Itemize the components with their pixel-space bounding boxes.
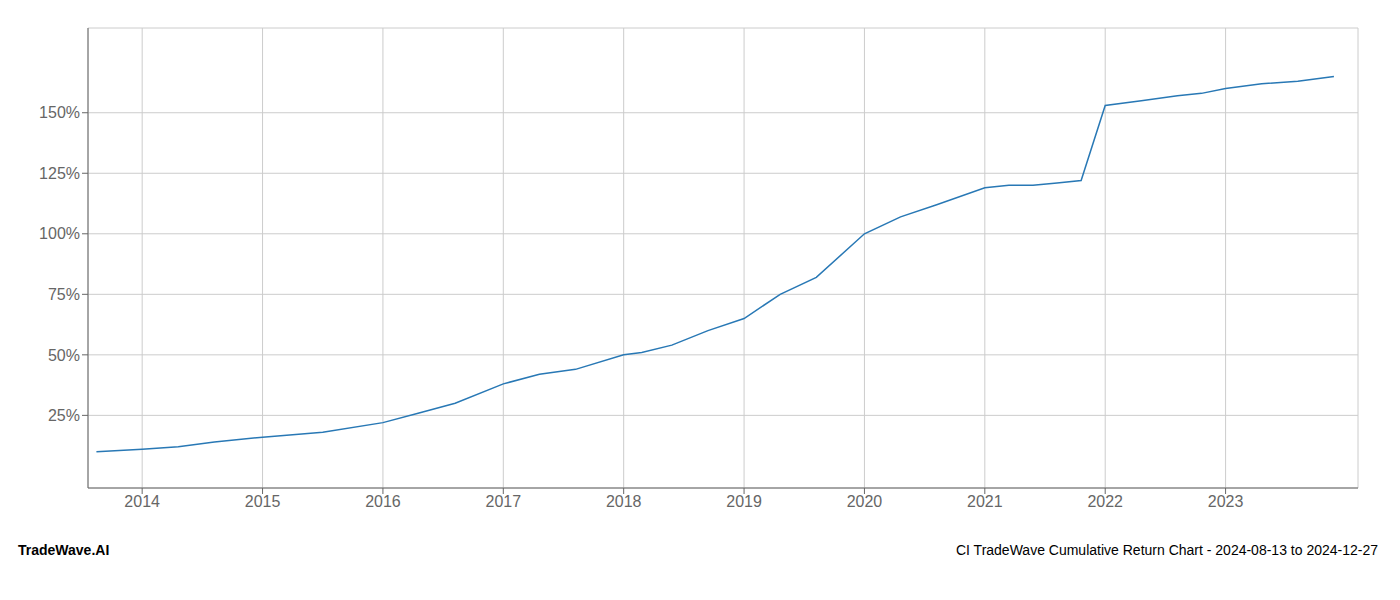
svg-text:2017: 2017	[486, 493, 522, 510]
svg-text:150%: 150%	[39, 104, 80, 121]
svg-text:25%: 25%	[48, 407, 80, 424]
svg-text:2023: 2023	[1208, 493, 1244, 510]
html-text:TradeWave.AI: TradeWave.AI	[18, 542, 110, 558]
svg-text:100%: 100%	[39, 225, 80, 242]
svg-text:2019: 2019	[726, 493, 762, 510]
svg-text:125%: 125%	[39, 165, 80, 182]
svg-text:2018: 2018	[606, 493, 642, 510]
svg-text:2021: 2021	[967, 493, 1003, 510]
svg-text:75%: 75%	[48, 286, 80, 303]
svg-text:2020: 2020	[847, 493, 883, 510]
svg-text:50%: 50%	[48, 347, 80, 364]
html-text:CI TradeWave Cumulative Return: CI TradeWave Cumulative Return Chart - 2…	[956, 542, 1378, 558]
svg-text:2016: 2016	[365, 493, 401, 510]
svg-text:2015: 2015	[245, 493, 281, 510]
svg-text:2014: 2014	[124, 493, 160, 510]
svg-text:2022: 2022	[1087, 493, 1123, 510]
